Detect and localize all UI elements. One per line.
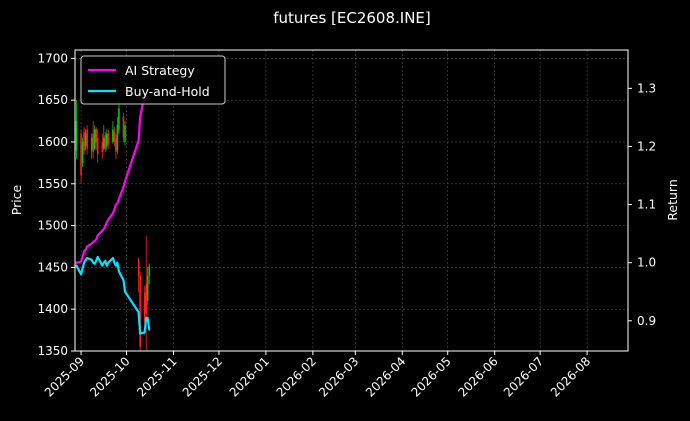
candle-body: [118, 108, 120, 130]
candle-body: [146, 275, 149, 301]
candle: [102, 125, 105, 151]
candle-body: [106, 133, 108, 147]
candle: [84, 129, 87, 151]
candle-body: [81, 141, 84, 163]
candle-body: [80, 133, 82, 176]
candle-body: [124, 125, 126, 142]
candlesticks: [75, 100, 151, 351]
candle: [83, 126, 85, 155]
y2-tick-label: 0.9: [637, 314, 656, 328]
candle: [92, 121, 94, 159]
candle-body: [145, 284, 148, 314]
y-tick-label: 1650: [37, 93, 68, 107]
legend-label-ai: AI Strategy: [125, 63, 195, 78]
y-axis-price: 1350 1400 1450 1500 1550 1600 1650 1700: [37, 51, 75, 358]
candle-body: [84, 133, 87, 147]
candle: [145, 235, 148, 351]
candle: [115, 133, 117, 159]
candle: [86, 125, 88, 155]
y-tick-label: 1350: [37, 344, 68, 358]
candle: [106, 129, 108, 151]
candle: [96, 129, 99, 163]
candle: [148, 263, 151, 285]
candle: [118, 100, 120, 134]
candle-body: [101, 141, 104, 153]
candle: [112, 121, 114, 144]
y2-tick-label: 1.0: [637, 256, 656, 270]
candle-body: [115, 137, 117, 153]
candle: [75, 100, 78, 159]
chart-title: futures [EC2608.INE]: [273, 9, 431, 27]
candle-body: [93, 129, 96, 149]
candle-body: [148, 265, 151, 276]
candle: [124, 121, 126, 146]
y-tick-label: 1400: [37, 302, 68, 316]
y-tick-label: 1550: [37, 177, 68, 191]
candle-body: [143, 292, 146, 322]
candle: [137, 257, 140, 293]
candle: [116, 116, 119, 155]
candle-body: [107, 133, 110, 144]
candle-body: [95, 129, 98, 142]
series-line-buy-and-hold: [75, 255, 151, 335]
y-axis-title: Price: [9, 184, 24, 215]
plot-frame: [74, 49, 629, 352]
candle-body: [139, 275, 141, 347]
candle-body: [116, 125, 119, 151]
y2-axis-title: Return: [665, 179, 680, 220]
candle: [122, 112, 125, 142]
candle-body: [112, 129, 114, 142]
candle: [90, 133, 93, 159]
y2-tick-label: 1.1: [637, 198, 656, 212]
candle-body: [96, 137, 99, 155]
legend: AI Strategy Buy-and-Hold: [80, 55, 226, 105]
candle-body: [102, 137, 105, 149]
candle: [107, 129, 110, 149]
y-tick-label: 1450: [37, 260, 68, 274]
return-lines: [75, 93, 151, 335]
candle-body: [113, 131, 116, 142]
y-tick-label: 1700: [37, 51, 68, 65]
y-tick-label: 1600: [37, 135, 68, 149]
candle-body: [90, 137, 93, 151]
legend-box: [80, 55, 226, 105]
candle: [104, 131, 107, 153]
candle-body: [137, 259, 140, 276]
candle-body: [86, 129, 88, 149]
candle-body: [122, 116, 125, 138]
candle: [93, 125, 96, 151]
candle: [95, 126, 98, 151]
legend-label-bh: Buy-and-Hold: [125, 84, 210, 99]
candle: [139, 271, 141, 351]
candle: [101, 133, 104, 159]
candle-body: [104, 135, 107, 149]
candle-body: [75, 121, 78, 151]
series-line-ai-strategy: [75, 93, 146, 264]
candle-body: [83, 131, 85, 151]
candle: [113, 126, 116, 147]
y2-tick-label: 1.2: [637, 139, 656, 153]
y-axis-return: 0.9 1.0 1.1 1.2 1.3: [628, 81, 656, 328]
y2-tick-label: 1.3: [637, 81, 656, 95]
candle: [81, 137, 84, 168]
candle: [80, 129, 82, 184]
candle: [146, 267, 149, 306]
candle-body: [92, 133, 94, 153]
y-tick-label: 1500: [37, 219, 68, 233]
